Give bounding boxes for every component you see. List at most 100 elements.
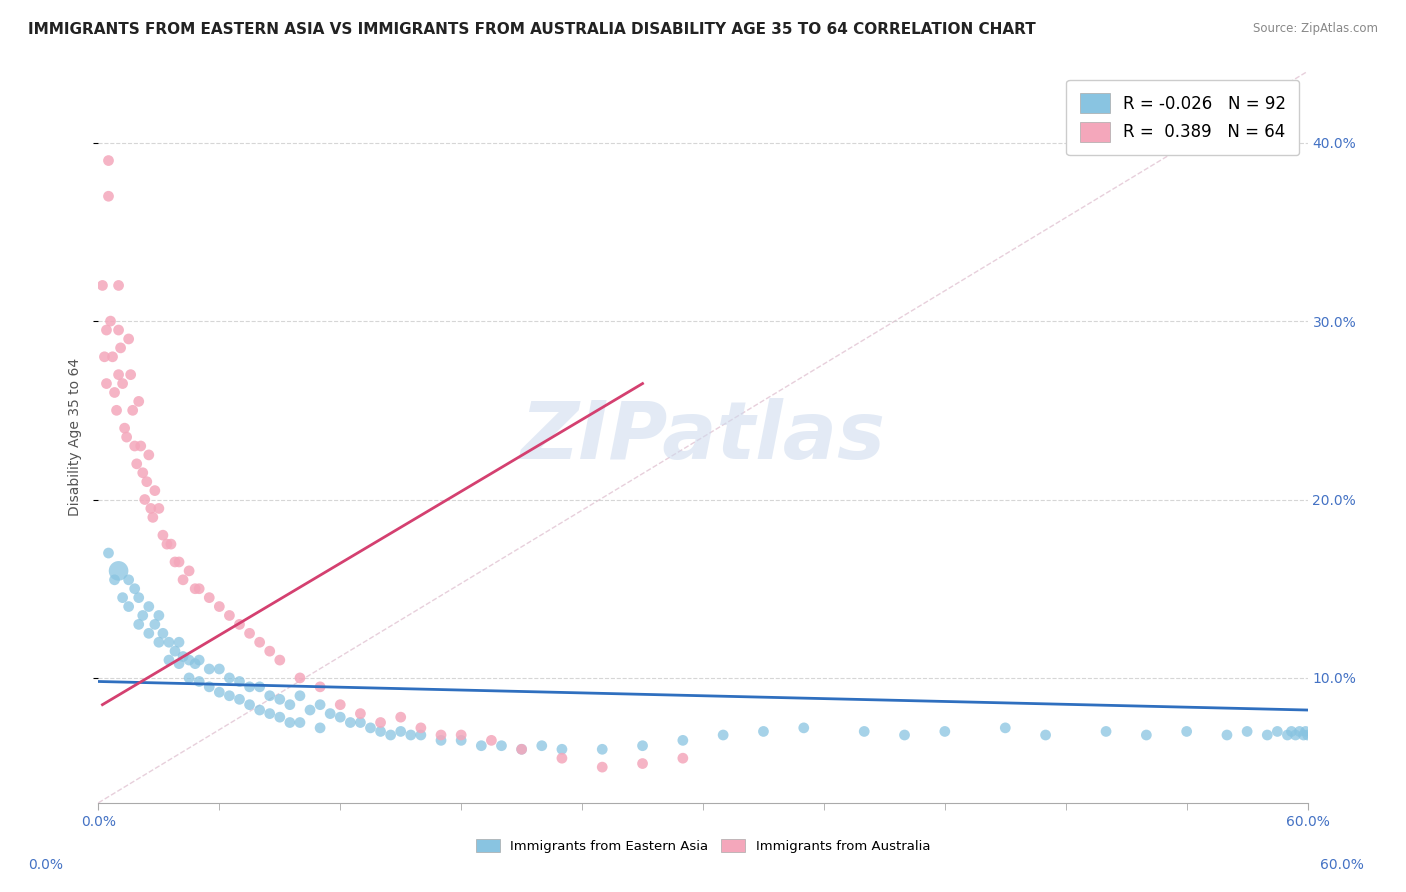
Point — [288, 671, 311, 685]
Point — [132, 466, 155, 480]
Point — [188, 653, 211, 667]
Point — [380, 728, 402, 742]
Point — [278, 698, 301, 712]
Point — [994, 721, 1017, 735]
Point — [370, 715, 392, 730]
Point — [309, 680, 332, 694]
Point — [672, 733, 695, 747]
Point — [115, 430, 138, 444]
Point — [551, 742, 574, 756]
Text: 60.0%: 60.0% — [1320, 858, 1364, 872]
Point — [198, 680, 221, 694]
Point — [208, 685, 231, 699]
Point — [430, 728, 453, 742]
Point — [172, 573, 194, 587]
Point — [93, 350, 115, 364]
Point — [148, 635, 170, 649]
Point — [188, 582, 211, 596]
Point — [142, 510, 165, 524]
Point — [91, 278, 114, 293]
Point — [228, 617, 250, 632]
Point — [1256, 728, 1278, 742]
Point — [107, 278, 129, 293]
Point — [893, 728, 915, 742]
Text: ZIPatlas: ZIPatlas — [520, 398, 886, 476]
Point — [349, 706, 371, 721]
Point — [1267, 724, 1289, 739]
Point — [134, 492, 156, 507]
Point — [167, 657, 190, 671]
Point — [120, 368, 142, 382]
Point — [530, 739, 553, 753]
Point — [179, 564, 201, 578]
Point — [135, 475, 157, 489]
Legend: Immigrants from Eastern Asia, Immigrants from Australia: Immigrants from Eastern Asia, Immigrants… — [471, 834, 935, 858]
Point — [1277, 728, 1299, 742]
Point — [1095, 724, 1118, 739]
Point — [96, 376, 118, 391]
Point — [218, 671, 240, 685]
Point — [125, 457, 148, 471]
Point — [278, 715, 301, 730]
Point — [97, 153, 120, 168]
Point — [111, 376, 134, 391]
Point — [97, 546, 120, 560]
Point — [148, 608, 170, 623]
Point — [110, 341, 132, 355]
Point — [184, 657, 207, 671]
Point — [249, 635, 271, 649]
Point — [1216, 728, 1239, 742]
Point — [360, 721, 382, 735]
Point — [319, 706, 342, 721]
Point — [269, 692, 291, 706]
Point — [184, 582, 207, 596]
Point — [97, 189, 120, 203]
Point — [118, 573, 141, 587]
Point — [259, 689, 281, 703]
Point — [124, 439, 146, 453]
Text: Source: ZipAtlas.com: Source: ZipAtlas.com — [1253, 22, 1378, 36]
Point — [309, 721, 332, 735]
Point — [239, 698, 262, 712]
Point — [118, 332, 141, 346]
Point — [339, 715, 361, 730]
Point — [591, 760, 613, 774]
Point — [1292, 728, 1315, 742]
Point — [228, 674, 250, 689]
Point — [143, 483, 166, 498]
Point — [138, 448, 160, 462]
Point — [259, 706, 281, 721]
Point — [409, 728, 432, 742]
Point — [1035, 728, 1057, 742]
Point — [631, 756, 654, 771]
Point — [167, 555, 190, 569]
Point — [1295, 724, 1317, 739]
Point — [389, 710, 412, 724]
Point — [218, 608, 240, 623]
Point — [631, 739, 654, 753]
Point — [107, 564, 129, 578]
Point — [510, 742, 533, 756]
Point — [370, 724, 392, 739]
Point — [218, 689, 240, 703]
Point — [128, 617, 150, 632]
Point — [299, 703, 322, 717]
Point — [349, 715, 371, 730]
Point — [672, 751, 695, 765]
Point — [934, 724, 956, 739]
Point — [288, 689, 311, 703]
Point — [269, 653, 291, 667]
Point — [198, 662, 221, 676]
Point — [139, 501, 162, 516]
Point — [249, 680, 271, 694]
Point — [591, 742, 613, 756]
Point — [450, 728, 472, 742]
Point — [288, 715, 311, 730]
Point — [309, 698, 332, 712]
Point — [793, 721, 815, 735]
Point — [481, 733, 503, 747]
Point — [208, 662, 231, 676]
Point — [399, 728, 422, 742]
Point — [510, 742, 533, 756]
Point — [111, 591, 134, 605]
